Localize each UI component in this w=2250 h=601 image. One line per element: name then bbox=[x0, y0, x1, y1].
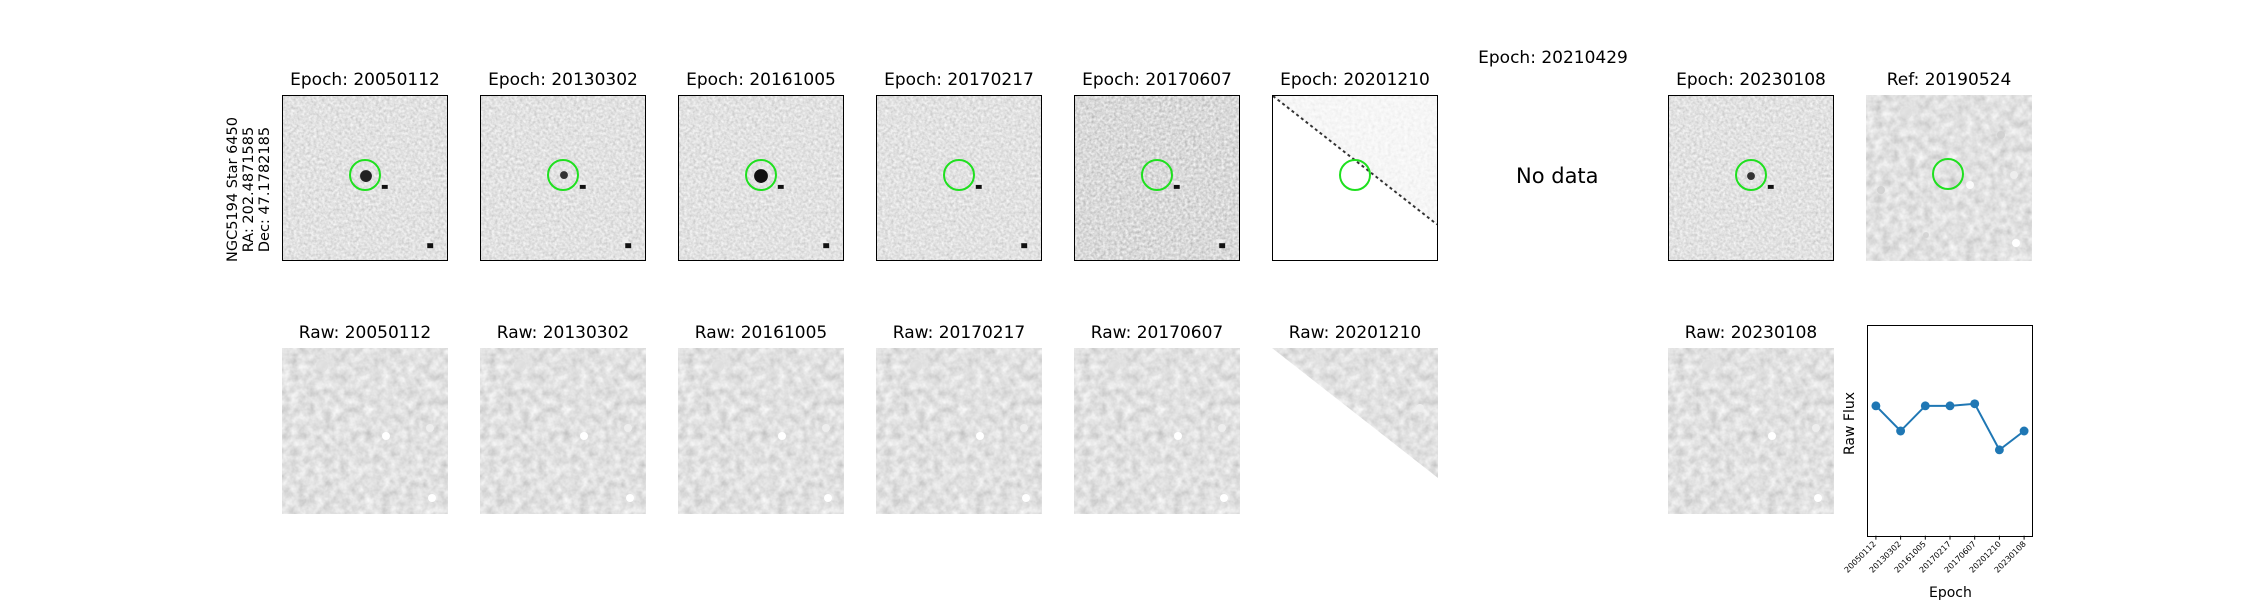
raw-image-1 bbox=[282, 348, 448, 514]
flux-point bbox=[1970, 399, 1980, 409]
ref-title: Ref: 20190524 bbox=[1886, 70, 2012, 90]
light-curve-chart bbox=[1867, 325, 2033, 540]
diff-image-3 bbox=[678, 95, 844, 261]
diff-image-4 bbox=[876, 95, 1042, 261]
flux-series-line bbox=[1875, 402, 2025, 452]
diff-image-8 bbox=[1668, 95, 1834, 261]
flux-point bbox=[1994, 445, 2004, 455]
raw-title-3: Raw: 20161005 bbox=[694, 323, 828, 343]
diff-image-6 bbox=[1272, 95, 1438, 261]
epoch-title-4: Epoch: 20170217 bbox=[884, 70, 1034, 90]
flux-point bbox=[1896, 426, 1906, 436]
diff-image-5 bbox=[1074, 95, 1240, 261]
raw-title-6: Raw: 20201210 bbox=[1288, 323, 1422, 343]
star-name: NGC5194 Star 6450 bbox=[225, 117, 241, 262]
raw-title-1: Raw: 20050112 bbox=[298, 323, 432, 343]
target-circle bbox=[943, 159, 975, 191]
target-circle bbox=[745, 159, 777, 191]
raw-image-3 bbox=[678, 348, 844, 514]
epoch-title-7: Epoch: 20210429 bbox=[1478, 48, 1628, 68]
raw-title-7: Raw: 20230108 bbox=[1684, 323, 1818, 343]
target-circle bbox=[349, 159, 381, 191]
epoch-title-2: Epoch: 20130302 bbox=[488, 70, 638, 90]
flux-point bbox=[1871, 401, 1881, 411]
flux-point bbox=[1920, 401, 1930, 411]
star-info-label: NGC5194 Star 6450 RA: 202.4871585 Dec: 4… bbox=[225, 117, 273, 262]
x-axis-label: Epoch bbox=[1929, 585, 1972, 601]
diff-image-1 bbox=[282, 95, 448, 261]
raw-title-4: Raw: 20170217 bbox=[892, 323, 1026, 343]
raw-image-5 bbox=[1074, 348, 1240, 514]
star-dec: Dec: 47.1782185 bbox=[257, 126, 273, 253]
flux-point bbox=[1945, 401, 1955, 411]
epoch-title-5: Epoch: 20170607 bbox=[1082, 70, 1232, 90]
target-circle bbox=[1932, 158, 1964, 190]
reference-image bbox=[1866, 95, 2032, 261]
star-ra: RA: 202.4871585 bbox=[241, 126, 257, 253]
target-circle bbox=[1141, 159, 1173, 191]
y-axis-label: Raw Flux bbox=[1842, 392, 1858, 455]
epoch-title-1: Epoch: 20050112 bbox=[290, 70, 440, 90]
no-data-text: No data bbox=[1516, 164, 1599, 188]
raw-image-4 bbox=[876, 348, 1042, 514]
target-circle bbox=[547, 159, 579, 191]
raw-image-6 bbox=[1272, 348, 1438, 514]
diff-image-2 bbox=[480, 95, 646, 261]
raw-image-7 bbox=[1668, 348, 1834, 514]
raw-title-2: Raw: 20130302 bbox=[496, 323, 630, 343]
raw-image-2 bbox=[480, 348, 646, 514]
epoch-title-3: Epoch: 20161005 bbox=[686, 70, 836, 90]
flux-point bbox=[2019, 426, 2029, 436]
raw-title-5: Raw: 20170607 bbox=[1090, 323, 1224, 343]
epoch-title-6: Epoch: 20201210 bbox=[1280, 70, 1430, 90]
target-circle bbox=[1339, 159, 1371, 191]
target-circle bbox=[1735, 159, 1767, 191]
epoch-title-8: Epoch: 20230108 bbox=[1676, 70, 1826, 90]
